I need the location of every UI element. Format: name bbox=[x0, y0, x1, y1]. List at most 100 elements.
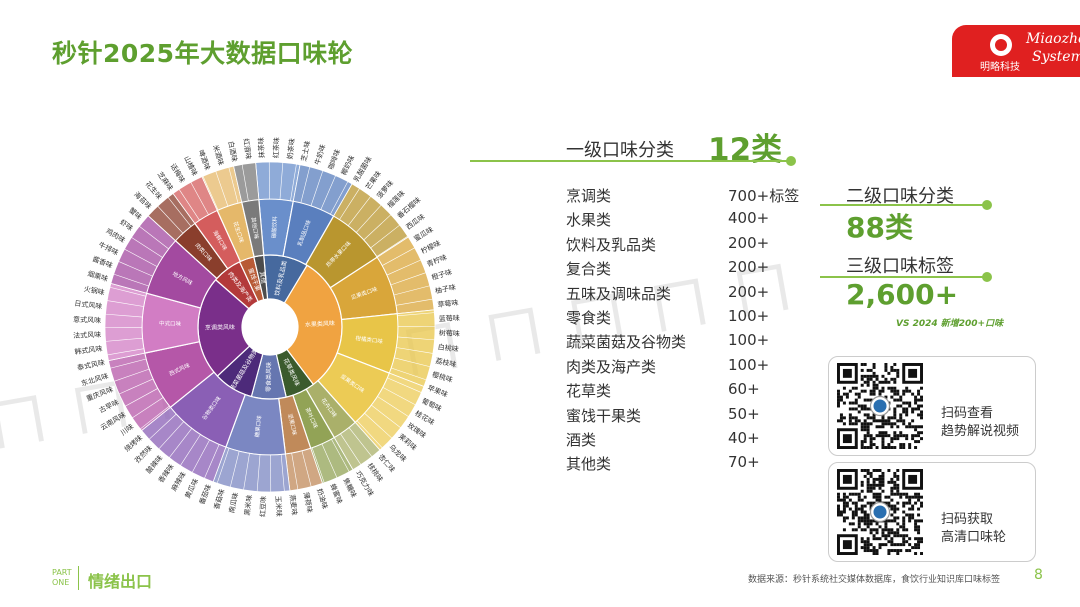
outer-ring-divider bbox=[370, 224, 400, 249]
category-count: 50+ bbox=[728, 404, 760, 423]
outer-ring-divider bbox=[215, 171, 229, 207]
level1-label: 一级口味分类 bbox=[566, 140, 674, 161]
inner-ring-label: 烹调类风味 bbox=[205, 323, 235, 332]
part-label: PART ONE bbox=[52, 568, 72, 588]
category-name: 酒类 bbox=[566, 431, 597, 449]
outer-ring-divider bbox=[109, 286, 146, 297]
outer-flavor-label: 啤酒味 bbox=[196, 148, 212, 171]
outer-flavor-label: 樱桃味 bbox=[431, 370, 454, 385]
outer-ring-divider bbox=[290, 164, 297, 201]
outer-ring-divider bbox=[396, 298, 433, 306]
part-label-line2: ONE bbox=[52, 578, 70, 587]
outer-flavor-label: 蜜瓜味 bbox=[412, 225, 435, 244]
outer-flavor-label: 燕麦味 bbox=[288, 494, 300, 516]
outer-flavor-label: 南瓜味 bbox=[227, 492, 240, 514]
outer-flavor-label: 玉米味 bbox=[274, 496, 284, 517]
outer-ring-divider bbox=[132, 397, 164, 419]
category-name: 花草类 bbox=[566, 382, 612, 401]
outer-flavor-label: 柠檬味 bbox=[419, 238, 442, 255]
outer-ring-divider bbox=[356, 420, 383, 449]
outer-flavor-label: 柚子味 bbox=[434, 282, 456, 295]
level3-dot bbox=[982, 272, 992, 282]
outer-flavor-label: 蜂蜜味 bbox=[328, 482, 344, 505]
qr-wheel-line2: 高清口味轮 bbox=[941, 530, 1007, 545]
outer-flavor-label: 日式风味 bbox=[74, 299, 103, 311]
outer-ring-divider bbox=[180, 434, 201, 466]
page-title: 秒针2025年大数据口味轮 bbox=[52, 39, 354, 68]
level3-divider bbox=[820, 276, 990, 278]
outer-ring-divider bbox=[169, 428, 193, 458]
middle-ring-label: 碳酸饮料 bbox=[270, 215, 279, 238]
level2-divider bbox=[820, 204, 990, 206]
outer-ring-divider bbox=[311, 447, 325, 483]
outer-flavor-label: 黑米味 bbox=[242, 494, 253, 516]
outer-flavor-label: 意式风味 bbox=[73, 315, 101, 325]
outer-flavor-label: 蟹味 bbox=[127, 206, 144, 222]
outer-flavor-label: 番茄味 bbox=[197, 483, 213, 506]
brand-logo: 明略科技 Miaozhen Systems bbox=[952, 25, 1080, 77]
level2-dot bbox=[982, 200, 992, 210]
outer-flavor-label: 荔枝味 bbox=[435, 356, 457, 369]
data-source: 数据来源：秒针系统社交媒体数据库，食饮行业知识库口味标签 bbox=[748, 575, 1001, 585]
outer-flavor-label: 黄瓜味 bbox=[183, 477, 200, 500]
outer-ring-divider bbox=[377, 396, 409, 417]
outer-ring-divider bbox=[387, 377, 422, 393]
outer-ring-divider bbox=[229, 451, 240, 488]
outer-ring-divider bbox=[147, 215, 176, 241]
outer-ring-divider bbox=[191, 439, 210, 473]
wheel-center bbox=[242, 299, 298, 355]
qr-code-icon[interactable] bbox=[837, 363, 923, 449]
outer-flavor-label: 芝麻味 bbox=[156, 170, 176, 192]
outer-ring-divider bbox=[118, 261, 153, 277]
outer-ring-divider bbox=[348, 427, 373, 457]
outer-flavor-label: 苹果味 bbox=[426, 383, 449, 399]
outer-ring-divider bbox=[114, 368, 150, 382]
outer-ring-divider bbox=[291, 453, 299, 490]
outer-flavor-label: 红茶味 bbox=[271, 137, 281, 158]
outer-flavor-label: 咖啡味 bbox=[326, 148, 342, 171]
outer-flavor-label: 蓝莓味 bbox=[439, 313, 460, 323]
category-count: 100+ bbox=[728, 355, 770, 374]
qr-code-icon[interactable] bbox=[837, 469, 923, 555]
outer-flavor-label: 虾味 bbox=[118, 217, 135, 232]
outer-flavor-label: 芝士味 bbox=[299, 140, 312, 162]
section-title: 情绪出口 bbox=[88, 572, 153, 591]
outer-ring-divider bbox=[356, 204, 382, 233]
level3-note: VS 2024 新增200+口味 bbox=[896, 319, 1004, 329]
level1-divider bbox=[470, 160, 790, 162]
outer-ring-divider bbox=[382, 247, 415, 266]
outer-ring-divider bbox=[330, 181, 349, 215]
outer-ring-divider bbox=[107, 300, 144, 307]
outer-ring-divider bbox=[256, 454, 261, 492]
outer-flavor-label: 古早味 bbox=[97, 397, 120, 414]
qr-card-wheel[interactable]: 扫码获取 高清口味轮 bbox=[828, 462, 1036, 562]
outer-ring-divider bbox=[105, 337, 143, 342]
outer-ring-divider bbox=[110, 358, 147, 369]
outer-flavor-label: 香菇味 bbox=[212, 488, 227, 511]
outer-flavor-label: 麻辣味 bbox=[169, 470, 187, 493]
outer-ring-divider bbox=[125, 388, 158, 407]
outer-ring-divider bbox=[376, 235, 408, 257]
outer-ring-divider bbox=[364, 413, 393, 439]
outer-ring-divider bbox=[280, 454, 285, 492]
level1-dot bbox=[786, 156, 796, 166]
outer-flavor-label: 牛奶味 bbox=[313, 143, 328, 166]
outer-flavor-label: 酱香味 bbox=[91, 254, 114, 270]
qr-card-video[interactable]: 扫码查看 趋势解说视频 bbox=[828, 356, 1036, 456]
outer-flavor-label: 草莓味 bbox=[437, 298, 459, 310]
outer-ring-divider bbox=[397, 336, 435, 341]
outer-ring-divider bbox=[339, 188, 360, 220]
outer-ring-divider bbox=[157, 205, 184, 234]
part-label-line1: PART bbox=[52, 568, 72, 577]
outer-ring-divider bbox=[310, 170, 324, 206]
inner-ring-label: 水果类风味 bbox=[305, 319, 335, 329]
level2-label: 二级口味分类 bbox=[846, 186, 954, 207]
outer-ring-divider bbox=[320, 175, 336, 210]
outer-ring-divider bbox=[371, 404, 401, 428]
outer-flavor-label: 牛排味 bbox=[97, 240, 120, 257]
outer-ring-divider bbox=[301, 450, 312, 487]
outer-flavor-label: 烟熏味 bbox=[87, 269, 110, 284]
outer-flavor-label: 芒果味 bbox=[363, 169, 382, 191]
outer-flavor-label: 白桃味 bbox=[437, 342, 459, 353]
outer-flavor-label: 葡萄味 bbox=[420, 396, 443, 413]
